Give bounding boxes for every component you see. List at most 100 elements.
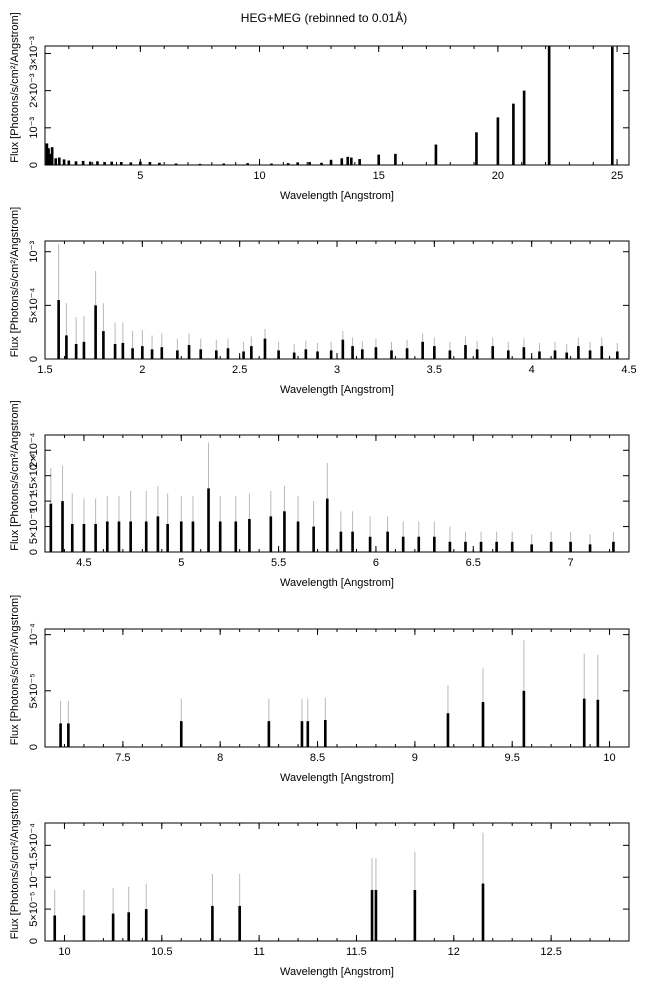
data-bar <box>553 350 557 359</box>
data-bar <box>144 521 148 552</box>
data-bar <box>325 498 329 552</box>
data-bar <box>57 157 61 165</box>
data-bar <box>495 541 498 552</box>
x-tick-label: 10 <box>58 946 70 958</box>
data-bar <box>94 305 97 359</box>
x-tick-label: 5 <box>137 170 143 182</box>
data-bar <box>70 524 74 552</box>
data-bar <box>292 352 296 359</box>
data-bar <box>481 883 485 941</box>
data-bar <box>148 162 152 165</box>
data-bar <box>88 161 92 165</box>
y-tick-label: 1.5×10⁻⁴ <box>28 823 40 868</box>
x-tick-label: 9 <box>412 752 418 764</box>
data-bar <box>214 350 218 359</box>
x-tick-label: 3.5 <box>427 364 442 376</box>
data-bar <box>211 905 214 941</box>
data-bar <box>61 501 64 552</box>
data-bar <box>82 341 86 359</box>
data-bar <box>491 346 495 359</box>
data-bar <box>127 912 131 941</box>
data-bar <box>141 346 144 359</box>
data-bar <box>600 346 604 359</box>
data-bar <box>616 351 619 359</box>
data-bar <box>464 345 467 359</box>
data-bar <box>386 531 389 552</box>
y-tick-label: 10⁻³ <box>28 241 40 263</box>
data-bar <box>390 350 393 359</box>
chart-panel-2: 1.5 2 2.5 3 3.5 4 4.5 5×10⁻⁴ 10⁻³ 0 Wavelength [An… <box>9 207 637 396</box>
x-tick-label: 1.5 <box>37 364 52 376</box>
y-tick-label: 2×10⁻⁴ <box>28 432 40 468</box>
data-bar <box>358 159 361 165</box>
data-bar <box>351 531 354 552</box>
data-bar <box>102 331 105 359</box>
y-axis-label: Flux [Photons/s/cm²/Angstrom] <box>9 12 21 162</box>
data-bar <box>50 147 54 165</box>
data-bar <box>286 163 290 165</box>
data-bar <box>267 721 271 747</box>
chart-panel-5: 10 10.5 11 11.5 12 12.5 5×10⁻⁵ 10⁻⁴1.5×10⁻⁴ 0 Wav… <box>9 789 630 978</box>
data-bar <box>49 503 53 552</box>
data-bar <box>370 889 374 941</box>
data-bar <box>250 346 253 359</box>
data-bar <box>340 158 344 165</box>
data-bar <box>59 723 62 747</box>
data-bar <box>351 346 354 359</box>
x-tick-label: 15 <box>373 170 385 182</box>
data-bar <box>612 541 615 552</box>
y-tick-label-zero: 0 <box>28 356 40 362</box>
data-bar <box>405 348 409 359</box>
data-bar <box>522 347 526 359</box>
data-bar <box>475 349 479 359</box>
y-tick-label-zero: 0 <box>28 938 40 944</box>
data-bar <box>218 521 222 552</box>
y-tick-label: 2×10⁻³ <box>28 73 40 108</box>
x-tick-label: 20 <box>492 170 504 182</box>
data-bar <box>349 157 353 165</box>
x-tick-label: 5 <box>178 557 184 569</box>
data-bar <box>238 905 241 941</box>
y-tick-label: 3×10⁻³ <box>28 36 40 71</box>
data-bar <box>65 335 68 359</box>
data-bar <box>360 349 364 359</box>
data-bar <box>346 156 350 165</box>
y-tick-label: 5×10⁻⁴ <box>28 287 40 323</box>
data-bar <box>522 690 526 747</box>
data-bar <box>296 162 299 165</box>
data-bar <box>434 144 438 165</box>
data-bar <box>150 349 154 359</box>
data-bar <box>156 516 160 552</box>
data-bar <box>329 350 333 359</box>
page-title: HEG+MEG (rebinned to 0.01Å) <box>240 11 408 25</box>
x-axis-label: Wavelength [Angstrom] <box>280 384 394 396</box>
data-bar <box>47 148 50 165</box>
data-bar <box>565 352 569 359</box>
data-bar <box>144 909 148 941</box>
data-bar <box>374 889 378 941</box>
x-tick-label: 3 <box>334 364 340 376</box>
data-bar <box>110 161 114 165</box>
data-bar <box>82 915 86 941</box>
x-tick-label: 5.5 <box>271 557 286 569</box>
data-bar <box>96 161 99 165</box>
data-bar <box>248 518 251 552</box>
data-bar <box>179 521 183 552</box>
x-tick-label: 8.5 <box>310 752 325 764</box>
data-bar <box>74 343 78 359</box>
plot-frame <box>44 822 630 942</box>
data-bar <box>464 541 467 552</box>
x-tick-label: 11.5 <box>346 946 367 958</box>
data-bar <box>207 488 210 552</box>
data-bar <box>158 162 161 165</box>
data-bar <box>401 536 405 552</box>
data-bar <box>119 162 123 165</box>
y-axis-label: Flux [Photons/s/cm²/Angstrom] <box>9 789 21 939</box>
y-tick-label: 5×10⁻⁵ <box>28 509 40 544</box>
data-bar <box>479 541 483 552</box>
data-bar <box>588 544 592 552</box>
data-bar <box>547 46 551 165</box>
data-bar <box>199 349 203 359</box>
chart-panel-4: 7.5 8 8.5 9 9.5 10 5×10⁻⁵ 10⁻⁴ 0 Wavelength [Angs… <box>9 595 630 784</box>
data-bar <box>242 351 245 359</box>
